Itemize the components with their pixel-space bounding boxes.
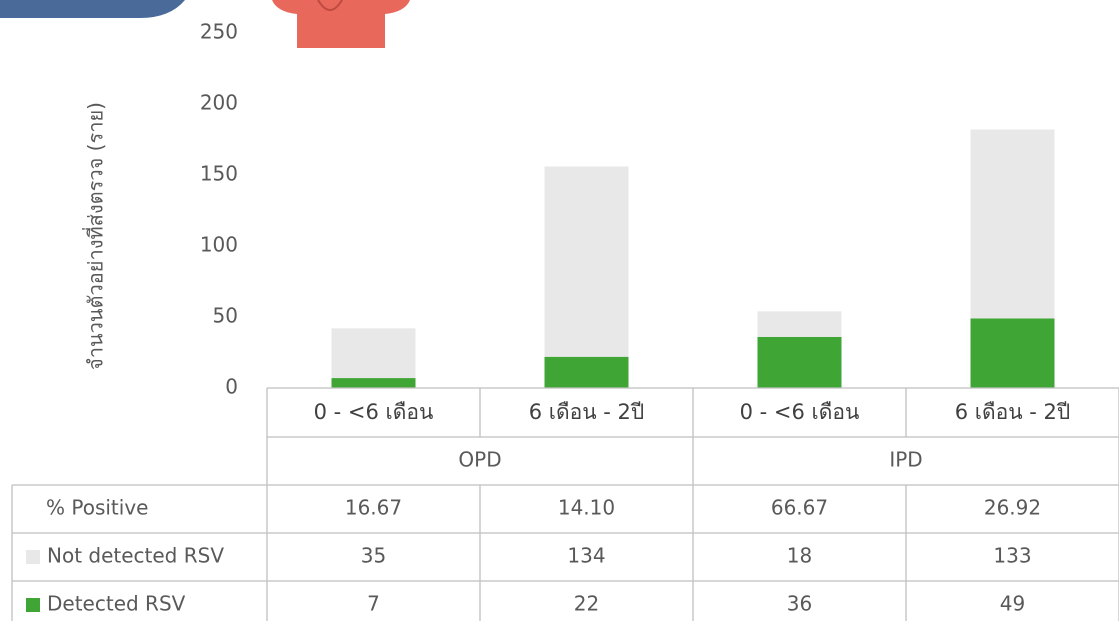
- group-label: IPD: [889, 448, 922, 472]
- bar-segment: [970, 318, 1055, 388]
- bar-segment: [757, 336, 842, 388]
- y-tick-label: 250: [200, 20, 238, 44]
- bar-segment: [757, 311, 842, 337]
- bar-segment: [544, 166, 629, 357]
- legend-key: [26, 598, 40, 612]
- table-value: 16.67: [345, 496, 402, 520]
- bar-segment: [331, 328, 416, 379]
- table-value: 35: [361, 544, 386, 568]
- table-value: 14.10: [558, 496, 615, 520]
- table-value: 26.92: [984, 496, 1041, 520]
- bar-segment: [544, 356, 629, 388]
- legend-label: Detected RSV: [47, 592, 186, 616]
- group-label: OPD: [458, 448, 501, 472]
- x-tick-label: 0 - <6 เดือน: [314, 400, 434, 424]
- table-value: 66.67: [771, 496, 828, 520]
- legend-key: [26, 550, 40, 564]
- y-tick-label: 150: [200, 162, 238, 186]
- y-tick-label: 200: [200, 91, 238, 115]
- row-label: % Positive: [46, 496, 148, 520]
- y-tick-label: 50: [213, 304, 238, 328]
- table-value: 36: [787, 592, 812, 616]
- table-value: 134: [567, 544, 605, 568]
- x-tick-label: 0 - <6 เดือน: [740, 400, 860, 424]
- bar-segment: [970, 129, 1055, 319]
- table-value: 22: [574, 592, 599, 616]
- legend-label: Not detected RSV: [47, 544, 224, 568]
- bar-segment: [331, 378, 416, 388]
- x-tick-label: 6 เดือน - 2ปี: [529, 400, 644, 424]
- table-value: 7: [367, 592, 380, 616]
- table-value: 49: [1000, 592, 1025, 616]
- y-tick-label: 0: [225, 375, 238, 399]
- table-value: 133: [993, 544, 1031, 568]
- x-tick-label: 6 เดือน - 2ปี: [955, 400, 1070, 424]
- decoration: [0, 0, 185, 18]
- decoration: [317, 0, 343, 11]
- table-value: 18: [787, 544, 812, 568]
- y-axis-label: จำนวนตัวอย่างที่ส่งตรวจ (ราย): [82, 102, 108, 370]
- y-tick-label: 100: [200, 233, 238, 257]
- decoration: [272, 0, 410, 48]
